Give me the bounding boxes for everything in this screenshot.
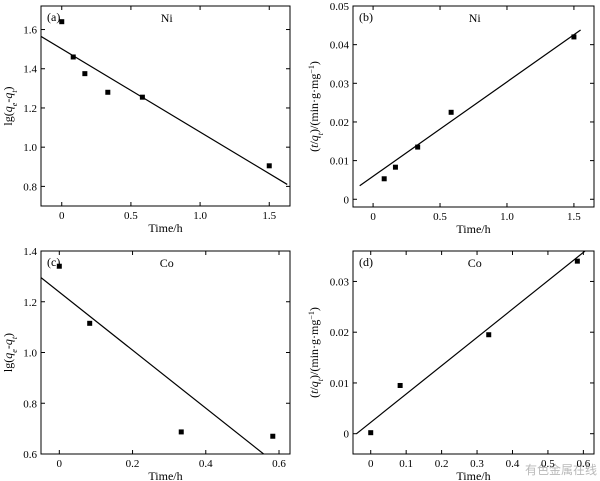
y-tick-label: 0.01 — [330, 378, 349, 390]
watermark: 有色金属在线 — [525, 462, 597, 477]
data-point — [56, 263, 62, 269]
fit-line — [356, 251, 587, 435]
y-tick-label: 0.02 — [330, 327, 349, 339]
x-tick-label: 0.2 — [126, 458, 140, 470]
y-tick-label: 0.6 — [23, 449, 37, 461]
data-point — [266, 163, 272, 169]
data-point — [270, 433, 276, 439]
x-tick-label: 0 — [368, 458, 374, 470]
panel-label: (b) — [359, 10, 373, 24]
plot-frame — [352, 250, 595, 455]
y-tick-label: 1.2 — [23, 103, 37, 115]
y-tick-label: 1.4 — [23, 246, 37, 258]
x-tick-label: 0.5 — [433, 211, 447, 223]
data-point — [397, 382, 403, 388]
plot-frame — [352, 5, 595, 208]
annotation-label: Ni — [469, 11, 482, 25]
y-tick-label: 0.02 — [330, 117, 349, 129]
x-tick-label: 0.5 — [124, 210, 138, 222]
x-tick-label: 0.6 — [576, 458, 590, 470]
data-point — [381, 176, 387, 182]
x-tick-label: 0.4 — [199, 458, 213, 470]
annotation-label: Co — [468, 256, 482, 270]
y-axis-label: lg(qe-qt) — [1, 86, 19, 125]
data-point — [574, 258, 580, 264]
x-axis-label: Time/h — [148, 221, 182, 235]
fit-line — [359, 29, 581, 187]
x-axis-label: Time/h — [148, 469, 182, 481]
data-point — [139, 94, 145, 100]
y-tick-label: 0.8 — [23, 398, 37, 410]
data-point — [82, 71, 88, 77]
data-point — [59, 19, 65, 25]
fit-line — [41, 277, 265, 454]
data-point — [105, 89, 111, 95]
y-tick-label: 0.05 — [330, 1, 350, 13]
x-tick-label: 0 — [57, 458, 63, 470]
data-point — [448, 109, 454, 115]
x-tick-label: 1.0 — [193, 210, 207, 222]
plot-frame — [40, 250, 291, 455]
panel-label: (a) — [47, 10, 60, 24]
chart-panel-3: 0 0.2 0.4 0.6 0.6 0.8 1.0 1.2 1.4 (c) Co Time/h lg(q… — [1, 246, 291, 481]
x-tick-label: 0.5 — [541, 458, 555, 470]
x-tick-label: 0.4 — [506, 458, 520, 470]
annotation-label: Co — [160, 256, 174, 270]
annotation-label: Ni — [161, 11, 174, 25]
y-tick-label: 1.6 — [23, 25, 37, 37]
data-point — [571, 34, 577, 40]
y-tick-label: 0.01 — [330, 156, 349, 168]
x-tick-label: 1.0 — [500, 211, 514, 223]
y-tick-label: 1.2 — [23, 297, 37, 309]
y-tick-label: 0.03 — [330, 276, 350, 288]
data-point — [415, 144, 421, 150]
x-tick-label: 1.5 — [567, 211, 581, 223]
x-tick-label: 0.3 — [470, 458, 484, 470]
x-tick-label: 0.1 — [399, 458, 413, 470]
data-point — [70, 54, 76, 60]
panel-label: (d) — [359, 255, 373, 269]
x-tick-label: 1.5 — [262, 210, 276, 222]
y-tick-label: 1.0 — [23, 142, 37, 154]
y-tick-label: 0.03 — [330, 78, 350, 90]
y-axis-label: (t/qt)/(min·g·mg−1) — [307, 61, 325, 152]
x-tick-label: 0.6 — [272, 458, 286, 470]
chart-panel-4: 0 0.1 0.2 0.3 0.4 0.5 0.6 0 0.01 0.02 0.03 (d) Co Tim… — [307, 250, 595, 481]
y-tick-label: 0 — [344, 194, 350, 206]
fit-line — [41, 35, 288, 185]
y-tick-label: 1.0 — [23, 348, 37, 360]
y-tick-label: 0.8 — [23, 181, 37, 193]
x-tick-label: 0 — [59, 210, 65, 222]
y-axis-label: lg(qe-qt) — [1, 333, 19, 372]
y-tick-label: 1.4 — [23, 64, 37, 76]
chart-panel-2: 0 0.5 1.0 1.5 0 0.01 0.02 0.03 0.04 0.05 (b) Ni Time… — [307, 1, 595, 236]
y-tick-label: 0.04 — [330, 40, 350, 52]
y-tick-label: 0 — [344, 429, 350, 441]
data-point — [392, 164, 398, 170]
x-tick-label: 0.2 — [435, 458, 449, 470]
x-axis-label: Time/h — [456, 469, 490, 481]
data-point — [486, 332, 492, 338]
x-axis-label: Time/h — [456, 222, 490, 236]
data-point — [368, 430, 374, 436]
chart-panel-1: 0 0.5 1.0 1.5 0.8 1.0 1.2 1.4 1.6 (a) Ni Time/h lg(q… — [1, 5, 291, 235]
panel-label: (c) — [47, 255, 60, 269]
data-point — [178, 429, 184, 435]
x-tick-label: 0 — [370, 211, 376, 223]
plot-frame — [40, 5, 291, 207]
data-point — [87, 320, 93, 326]
y-axis-label: (t/qt)/(min·g·mg−1) — [307, 307, 325, 398]
